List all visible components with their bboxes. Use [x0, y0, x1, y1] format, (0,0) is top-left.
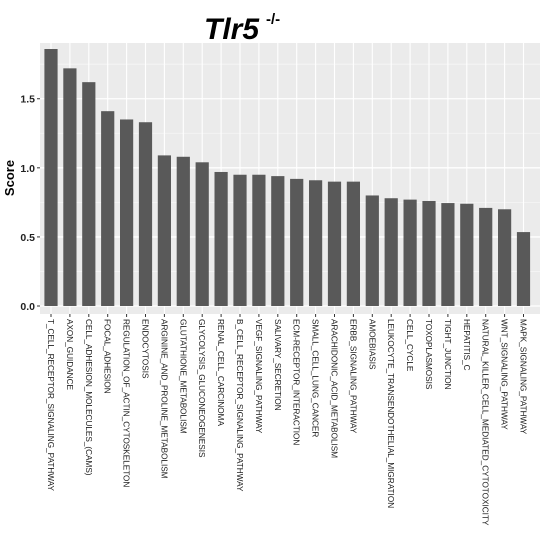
- bar: [460, 203, 474, 306]
- x-tick-label: AMOEBIASIS: [367, 319, 376, 370]
- bar: [195, 162, 209, 306]
- x-tick-label: GLYCOLYSIS_GLUCONEOGENESIS: [197, 319, 206, 458]
- x-tick-label: B_CELL_RECEPTOR_SIGNALING_PATHWAY: [235, 319, 244, 492]
- x-tick-label: MAPK_SIGNALING_PATHWAY: [519, 319, 528, 435]
- bar: [101, 111, 115, 306]
- bar: [63, 68, 77, 306]
- bar: [346, 181, 360, 306]
- x-tick-label: ARGININE_AND_PROLINE_METABOLISM: [159, 319, 168, 479]
- x-tick-label: LEUKOCYTE_TRANSENDOTHELIAL_MIGRATION: [386, 319, 395, 508]
- y-axis-label: Score: [2, 160, 17, 196]
- bar: [120, 119, 134, 306]
- bar: [157, 155, 171, 306]
- x-tick-label: HEPATITIS_C: [462, 319, 471, 371]
- x-tick-label: CELL_CYCLE: [405, 319, 414, 372]
- y-tick-label: 1.0: [20, 163, 35, 175]
- bar: [384, 198, 398, 306]
- x-tick-label: T_CELL_RECEPTOR_SIGNALING_PATHWAY: [46, 319, 55, 492]
- x-tick-label: ENDOCYTOSIS: [141, 319, 150, 379]
- x-tick-label: SMALL_CELL_LUNG_CANCER: [311, 319, 320, 437]
- x-tick-label: WNT_SIGNALING_PATHWAY: [500, 319, 509, 430]
- bar: [44, 49, 58, 306]
- x-tick-label: NATURAL_KILLER_CELL_MEDIATED_CYTOTOXICIT…: [481, 319, 490, 526]
- bar: [138, 122, 153, 306]
- bar: [479, 207, 493, 306]
- bar: [214, 171, 228, 306]
- x-tick-label: GLUTATHIONE_METABOLISM: [178, 319, 187, 434]
- bars: [44, 49, 531, 307]
- x-tick-label: CELL_ADHESION_MOLECULES_(CAMS): [84, 319, 93, 476]
- bar: [252, 174, 266, 306]
- x-tick-label: TOXOPLASMOSIS: [424, 319, 433, 390]
- bar: [403, 199, 417, 306]
- chart-title-superscript: -/-: [266, 11, 280, 28]
- bar: [365, 195, 379, 306]
- bar: [422, 200, 436, 306]
- x-tick-label: REGULATION_OF_ACTIN_CYTOSKELETON: [122, 319, 131, 487]
- x-tick-label: ECM-RECEPTOR_INTERACTION: [292, 319, 301, 445]
- chart-title: Tlr5: [204, 13, 260, 46]
- bar: [441, 203, 455, 306]
- x-tick-label: FOCAL_ADHESION: [103, 319, 112, 394]
- x-tick-label: TIGHT_JUNCTION: [443, 319, 452, 390]
- bar: [176, 156, 190, 306]
- y-axis-ticks: 0.0 0.5 1.0 1.5: [20, 94, 40, 313]
- bar: [516, 232, 531, 306]
- y-tick-label: 0.0: [20, 301, 35, 313]
- y-tick-label: 0.5: [20, 232, 35, 244]
- bar: [327, 181, 342, 306]
- y-tick-label: 1.5: [20, 94, 35, 106]
- bar: [309, 180, 323, 306]
- bar: [82, 82, 96, 307]
- bar: [498, 209, 512, 306]
- x-tick-label: VEGF_SIGNALING_PATHWAY: [254, 319, 263, 434]
- x-tick-label: SALIVARY_SECRETION: [273, 319, 282, 411]
- bar: [271, 176, 285, 306]
- x-axis-ticks: T_CELL_RECEPTOR_SIGNALING_PATHWAY AXON_GU…: [46, 314, 528, 526]
- x-tick-label: AXON_GUIDANCE: [65, 319, 74, 391]
- x-tick-label: ERBB_SIGNALING_PATHWAY: [348, 319, 357, 434]
- x-tick-label: RENAL_CELL_CARCINOMA: [216, 319, 225, 426]
- bar: [290, 178, 304, 306]
- x-tick-label: ARACHIDONIC_ACID_METABOLISM: [330, 319, 339, 458]
- bar: [233, 174, 247, 306]
